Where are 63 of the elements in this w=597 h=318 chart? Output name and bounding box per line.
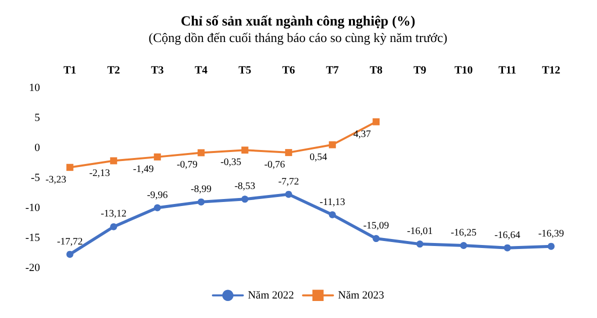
- data-label: 0,54: [310, 152, 328, 163]
- y-tick-label: -5: [30, 172, 40, 184]
- point: [285, 149, 292, 156]
- x-tick-label: T9: [413, 64, 427, 76]
- point: [285, 190, 292, 198]
- data-label: -16,64: [494, 230, 520, 241]
- point: [548, 242, 555, 250]
- data-label: -16,01: [406, 226, 433, 238]
- data-label: -1,49: [132, 164, 154, 175]
- data-label: -16,39: [538, 228, 564, 240]
- y-tick-label: -10: [25, 202, 40, 214]
- y-tick-label: -20: [25, 262, 40, 274]
- data-label: -16,25: [450, 228, 477, 238]
- x-tick-label: T11: [498, 64, 516, 76]
- y-tick-label: 0: [34, 142, 40, 154]
- chart-subtitle: (Cộng dồn đến cuối tháng báo cáo so cùng kỳ năm trước): [148, 30, 448, 45]
- data-label: -0,79: [176, 160, 198, 171]
- data-label: -8,53: [234, 181, 256, 192]
- data-label: -0,35: [220, 157, 242, 168]
- data-label: -17,72: [56, 236, 83, 248]
- data-label: 4,37: [353, 128, 371, 140]
- point: [154, 153, 161, 160]
- point: [241, 146, 248, 154]
- point: [372, 235, 380, 242]
- x-tick-label: T8: [370, 64, 384, 76]
- point: [416, 240, 424, 248]
- x-tick-label: T6: [282, 64, 296, 76]
- x-tick-label: T1: [63, 64, 76, 76]
- data-label: -8,99: [190, 184, 212, 195]
- point: [372, 118, 380, 126]
- x-tick-label: T4: [194, 64, 208, 76]
- point: [504, 244, 511, 252]
- point: [66, 250, 74, 258]
- data-label: -3,23: [45, 174, 66, 186]
- y-tick-label: 5: [34, 112, 40, 124]
- point: [198, 149, 205, 156]
- data-label: -11,13: [320, 196, 346, 208]
- x-tick-label: T10: [454, 64, 474, 76]
- data-label: -0,76: [264, 160, 286, 171]
- data-label: -2,13: [89, 168, 110, 179]
- x-tick-label: T5: [238, 64, 252, 76]
- point: [460, 242, 468, 249]
- y-tick-label: 10: [29, 82, 40, 94]
- point: [66, 164, 74, 171]
- data-label: -15,09: [363, 220, 390, 232]
- data-label: -7,72: [278, 176, 300, 188]
- point: [110, 223, 118, 230]
- x-tick-label: T3: [150, 64, 164, 76]
- legend-label: Năm 2022: [248, 289, 294, 302]
- x-tick-label: T12: [542, 64, 561, 76]
- y-tick-label: -15: [25, 232, 40, 244]
- chart-title: Chỉ số sản xuất ngành công nghiệp (%): [180, 14, 416, 30]
- point: [241, 196, 248, 203]
- point: [328, 211, 336, 218]
- point: [110, 157, 118, 164]
- point: [198, 198, 205, 206]
- data-label: -13,12: [100, 208, 127, 220]
- point: [328, 141, 336, 148]
- x-tick-label: T2: [107, 64, 121, 76]
- legend-label: Năm 2023: [338, 289, 385, 302]
- x-tick-label: T7: [326, 64, 340, 76]
- point: [154, 204, 161, 212]
- data-label: -9,96: [146, 190, 168, 201]
